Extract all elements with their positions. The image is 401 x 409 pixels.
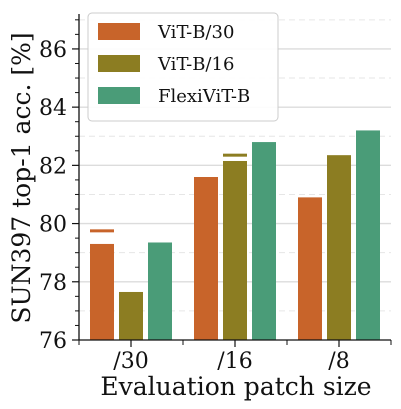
bar-vit-b-30-0 — [90, 243, 114, 340]
x-tick-label: /8 — [328, 349, 349, 374]
legend-label: ViT-B/16 — [157, 54, 234, 75]
bars-layer — [90, 130, 380, 340]
bar-flexivit-b-1 — [252, 142, 276, 340]
axes-layer: /30/16/8 76 78 80 82 84 86 — [39, 14, 392, 374]
y-tick-label: 84 — [39, 96, 67, 121]
bar-flexivit-b-2 — [356, 130, 380, 340]
legend: ViT-B/30 ViT-B/16 FlexiViT-B — [87, 12, 279, 122]
y-axis-label: SUN397 top-1 acc. [%] — [7, 32, 36, 323]
x-tick-label: /16 — [217, 349, 252, 374]
y-tick-label: 80 — [39, 213, 67, 238]
bar-vit-b-30-2 — [298, 197, 322, 340]
y-tick-label: 86 — [39, 38, 67, 63]
reference-marker — [90, 229, 114, 233]
y-tick-label: 82 — [39, 154, 67, 179]
y-tick-label: 78 — [39, 271, 67, 296]
y-tick-label: 76 — [39, 329, 67, 354]
reference-marker — [223, 153, 247, 157]
bar-vit-b-16-1 — [223, 160, 247, 340]
legend-swatch — [98, 55, 140, 72]
bar-vit-b-16-0 — [119, 291, 143, 340]
legend-swatch — [98, 23, 140, 40]
x-axis-label: Evaluation patch size — [100, 372, 371, 401]
bar-vit-b-30-1 — [194, 177, 218, 340]
legend-swatch — [98, 87, 140, 104]
legend-label: FlexiViT-B — [158, 86, 250, 107]
bar-flexivit-b-0 — [148, 242, 172, 340]
x-tick-label: /30 — [113, 349, 148, 374]
legend-label: ViT-B/30 — [157, 22, 234, 43]
bar-vit-b-16-2 — [327, 155, 351, 340]
